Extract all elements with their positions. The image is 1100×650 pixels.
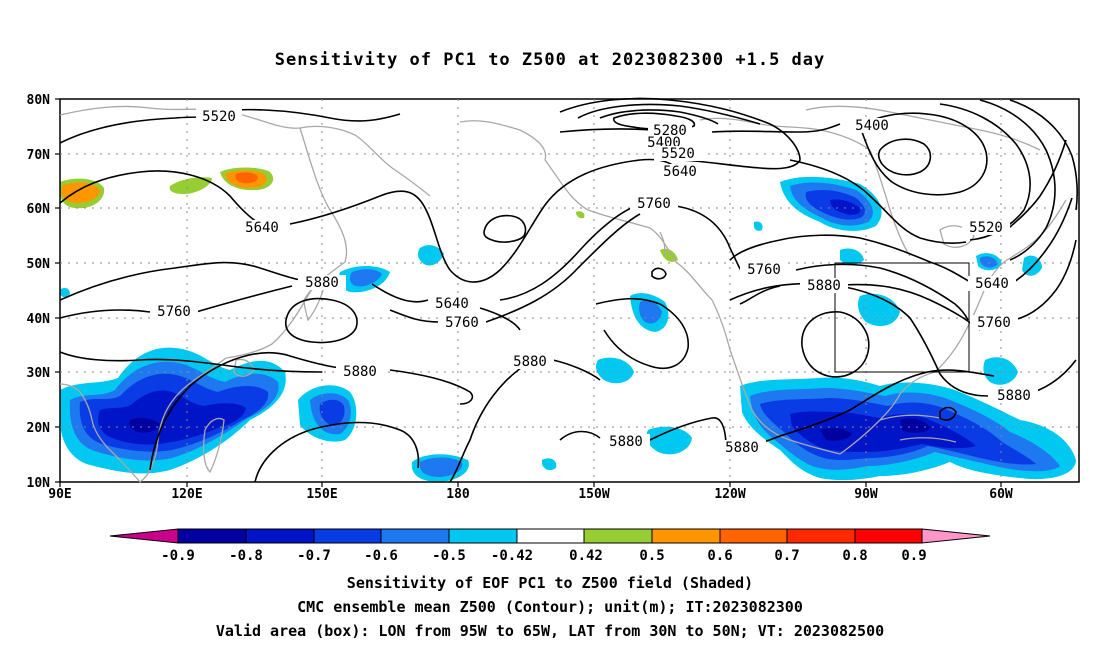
contour-label-5760-east: 5760 (977, 315, 1011, 331)
lon-label-60w: 60W (989, 487, 1013, 502)
caption-line-1: Sensitivity of EOF PC1 to Z500 field (Sh… (346, 574, 754, 592)
lat-label-80n: 80N (27, 93, 51, 108)
contour-label-5760-na: 5760 (747, 262, 781, 278)
lon-label-90e: 90E (48, 487, 71, 502)
contour-label-5880-pacific: 5880 (513, 354, 547, 370)
colorbar-arrow-right (921, 528, 991, 544)
contour-label-5520-mid: 5520 (661, 146, 695, 162)
map-title: Sensitivity of PC1 to Z500 at 2023082300… (274, 50, 826, 70)
contour-label-5880-hawaii: 5880 (609, 434, 643, 450)
contour-label-5400-east: 5400 (855, 118, 889, 134)
colorbar-label: 0.7 (774, 548, 799, 564)
contour-label-5640-east: 5640 (975, 276, 1009, 292)
contour-label-5880-southwest: 5880 (343, 364, 377, 380)
contour-label-5880-south-na: 5880 (725, 440, 759, 456)
colorbar-segment (313, 528, 382, 544)
contour-labels: 5520 5280 5400 5520 5640 5400 5760 5640 … (150, 108, 1038, 456)
lon-label-90w: 90W (854, 487, 878, 502)
contour-label-5760-pacific: 5760 (445, 315, 479, 331)
colorbar-segment (380, 528, 450, 544)
colorbar-label: 0.6 (707, 548, 732, 564)
lon-label-150e: 150E (306, 487, 337, 502)
latitude-labels: 80N 70N 60N 50N 40N 30N 20N 10N (27, 93, 51, 491)
colorbar-arrow-left (109, 528, 179, 544)
lon-label-120w: 120W (714, 487, 745, 502)
lat-label-20n: 20N (27, 421, 51, 436)
colorbar-label: -0.9 (161, 548, 195, 564)
colorbar-segment (786, 528, 856, 544)
colorbar-segment (583, 528, 653, 544)
lat-label-40n: 40N (27, 312, 51, 327)
colorbar-label: 0.42 (569, 548, 603, 564)
colorbar-label: -0.5 (432, 548, 466, 564)
contour-label-5880-na: 5880 (807, 278, 841, 294)
colorbar-label: -0.8 (229, 548, 263, 564)
caption-line-3: Valid area (box): LON from 95W to 65W, L… (215, 622, 885, 640)
colorbar-label: -0.42 (491, 548, 533, 564)
colorbar-label: 0.8 (842, 548, 867, 564)
contour-label-5760-west: 5760 (157, 304, 191, 320)
colorbar-segment (516, 528, 585, 544)
lat-label-30n: 30N (27, 366, 51, 381)
longitude-labels: 90E 120E 150E 180 150W 120W 90W 60W (48, 487, 1013, 502)
valid-area-box (834, 262, 970, 373)
lat-label-70n: 70N (27, 148, 51, 163)
lon-label-180: 180 (446, 487, 470, 502)
colorbar-segment (854, 528, 923, 544)
z500-contours (59, 97, 1078, 483)
contour-label-5760-mid: 5760 (637, 196, 671, 212)
colorbar-segment (245, 528, 315, 544)
colorbar: -0.9 -0.8 -0.7 -0.6 -0.5 -0.42 0.42 0.5 … (109, 528, 991, 564)
contour-label-5880-west: 5880 (305, 275, 339, 291)
colorbar-segment (177, 528, 247, 544)
contour-label-5640-mid: 5640 (663, 164, 697, 180)
lat-label-10n: 10N (27, 476, 51, 491)
colorbar-label: 0.5 (639, 548, 664, 564)
colorbar-segment (719, 528, 788, 544)
contour-label-5520-east: 5520 (969, 220, 1003, 236)
contour-label-5640-pacific: 5640 (435, 296, 469, 312)
caption-line-2: CMC ensemble mean Z500 (Contour); unit(m… (297, 598, 803, 616)
contour-label-5880-east: 5880 (997, 388, 1031, 404)
colorbar-label: -0.7 (297, 548, 331, 564)
lon-label-120e: 120E (171, 487, 202, 502)
colorbar-segment (448, 528, 518, 544)
colorbar-label: -0.6 (364, 548, 398, 564)
lat-label-60n: 60N (27, 202, 51, 217)
colorbar-label: 0.9 (901, 548, 926, 564)
colorbar-segment (651, 528, 721, 544)
contour-label-5520-west: 5520 (202, 109, 236, 125)
contour-label-5640-west: 5640 (245, 220, 279, 236)
lat-label-50n: 50N (27, 257, 51, 272)
map-frame (59, 98, 1080, 483)
lon-label-150w: 150W (578, 487, 609, 502)
